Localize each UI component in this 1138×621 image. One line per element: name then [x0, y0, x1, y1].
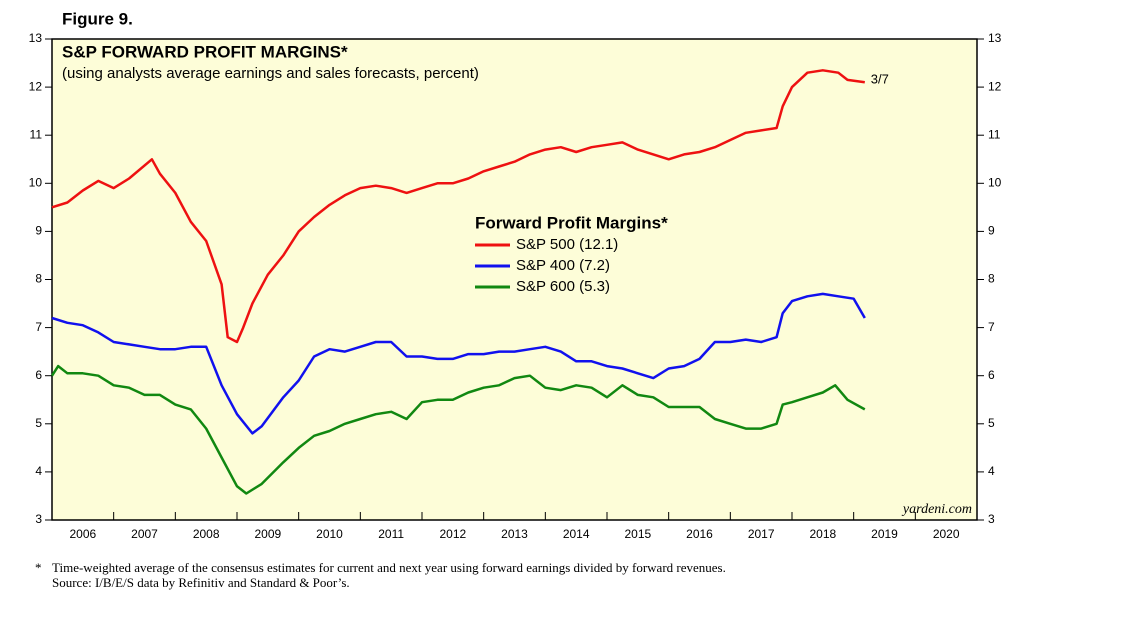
x-tick-label: 2010 [316, 527, 343, 541]
y2-tick-label: 4 [988, 464, 995, 478]
legend-label: S&P 600 (5.3) [516, 278, 610, 295]
y-tick-label: 11 [30, 127, 43, 141]
y2-tick-label: 13 [988, 31, 1002, 45]
x-tick-label: 2006 [69, 527, 96, 541]
footnote: Source: I/B/E/S data by Refinitiv and St… [52, 575, 350, 590]
x-tick-label: 2019 [871, 527, 898, 541]
figure-label: Figure 9. [62, 9, 133, 28]
x-tick-label: 2017 [748, 527, 775, 541]
y-tick-label: 13 [29, 31, 43, 45]
x-tick-label: 2018 [809, 527, 836, 541]
line [50, 364, 866, 495]
annotation: 3/7 [871, 72, 889, 87]
y-tick-label: 5 [35, 416, 42, 430]
y2-tick-label: 7 [988, 320, 995, 334]
watermark: yardeni.com [901, 502, 972, 517]
line [51, 292, 866, 435]
y2-tick-label: 10 [988, 175, 1002, 189]
x-tick-label: 2008 [193, 527, 220, 541]
x-tick-label: 2009 [254, 527, 281, 541]
chart-title: S&P FORWARD PROFIT MARGINS* [62, 42, 348, 61]
y2-tick-label: 3 [988, 512, 995, 526]
x-tick-label: 2016 [686, 527, 713, 541]
y2-tick-label: 5 [988, 416, 995, 430]
y-tick-label: 12 [29, 79, 43, 93]
y-tick-label: 6 [35, 368, 42, 382]
x-tick-label: 2012 [439, 527, 466, 541]
plot-area [51, 38, 978, 521]
footnote-marker: * [35, 560, 42, 575]
legend-label: S&P 400 (7.2) [516, 257, 610, 274]
y-tick-label: 4 [35, 464, 42, 478]
legend-label: S&P 500 (12.1) [516, 236, 618, 253]
x-tick-label: 2015 [624, 527, 651, 541]
x-tick-label: 2011 [378, 527, 404, 541]
y-tick-label: 9 [35, 224, 42, 238]
x-tick-label: 2007 [131, 527, 158, 541]
y2-tick-label: 8 [988, 272, 995, 286]
y2-tick-label: 9 [988, 224, 995, 238]
y-tick-label: 8 [35, 272, 42, 286]
x-tick-label: 2013 [501, 527, 528, 541]
x-tick-label: 2014 [563, 527, 590, 541]
line [51, 69, 865, 344]
y2-tick-label: 12 [988, 79, 1002, 93]
legend-title: Forward Profit Margins* [475, 213, 668, 232]
y2-tick-label: 11 [988, 127, 1001, 141]
y2-tick-label: 6 [988, 368, 995, 382]
footnote: Time-weighted average of the consensus e… [52, 560, 726, 575]
x-tick-label: 2020 [933, 527, 960, 541]
y-tick-label: 7 [35, 320, 42, 334]
y-tick-label: 10 [29, 175, 43, 189]
chart-subtitle: (using analysts average earnings and sal… [62, 65, 479, 82]
y-tick-label: 3 [35, 512, 42, 526]
